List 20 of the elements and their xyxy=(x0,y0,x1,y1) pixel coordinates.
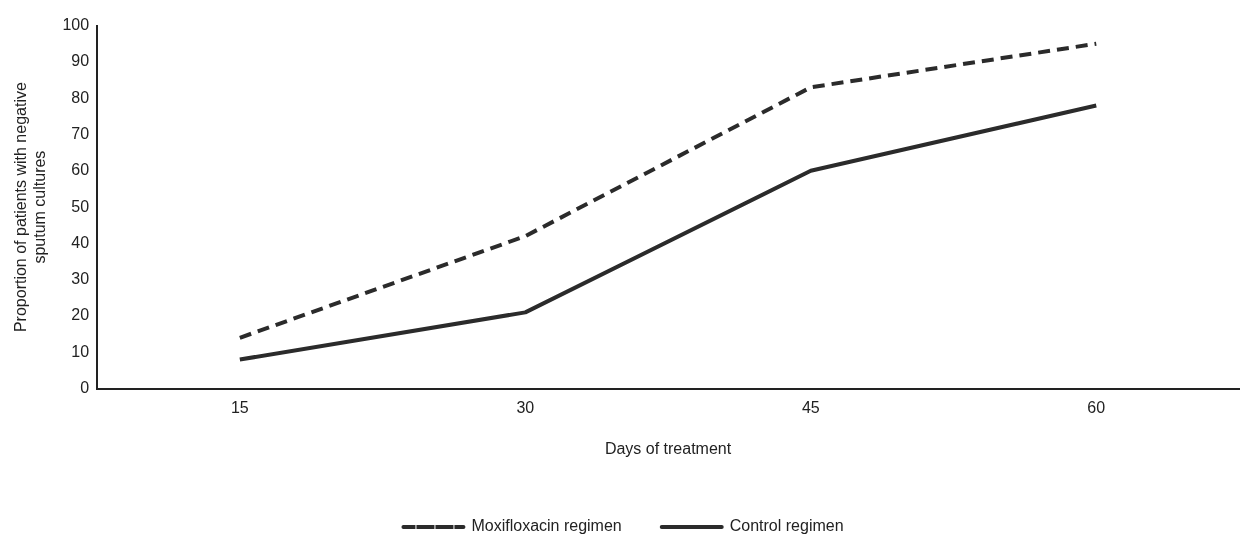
y-tick-label: 50 xyxy=(71,197,90,215)
x-tick-label: 30 xyxy=(516,398,535,416)
x-tick-label: 60 xyxy=(1087,398,1106,416)
x-tick-label: 45 xyxy=(801,398,820,416)
y-tick-label: 90 xyxy=(71,52,90,70)
y-tick-label: 80 xyxy=(71,88,90,106)
y-tick-label: 40 xyxy=(71,233,90,251)
y-axis-title: Proportion of patients with negative sputum cultures xyxy=(12,82,49,333)
legend-label: Moxifloxacin regimen xyxy=(471,517,622,535)
y-tick-label: 20 xyxy=(71,306,90,324)
y-tick-label: 60 xyxy=(71,161,90,179)
x-tick-label: 15 xyxy=(230,398,249,416)
x-axis-title: Days of treatment xyxy=(604,439,732,457)
y-tick-label: 10 xyxy=(71,342,90,360)
y-tick-label: 70 xyxy=(71,124,90,142)
y-tick-label: 0 xyxy=(80,379,90,397)
line-series xyxy=(237,41,1099,340)
y-tick-label: 100 xyxy=(62,16,90,34)
legend-label: Control regimen xyxy=(729,517,844,535)
y-tick-label: 30 xyxy=(71,270,90,288)
